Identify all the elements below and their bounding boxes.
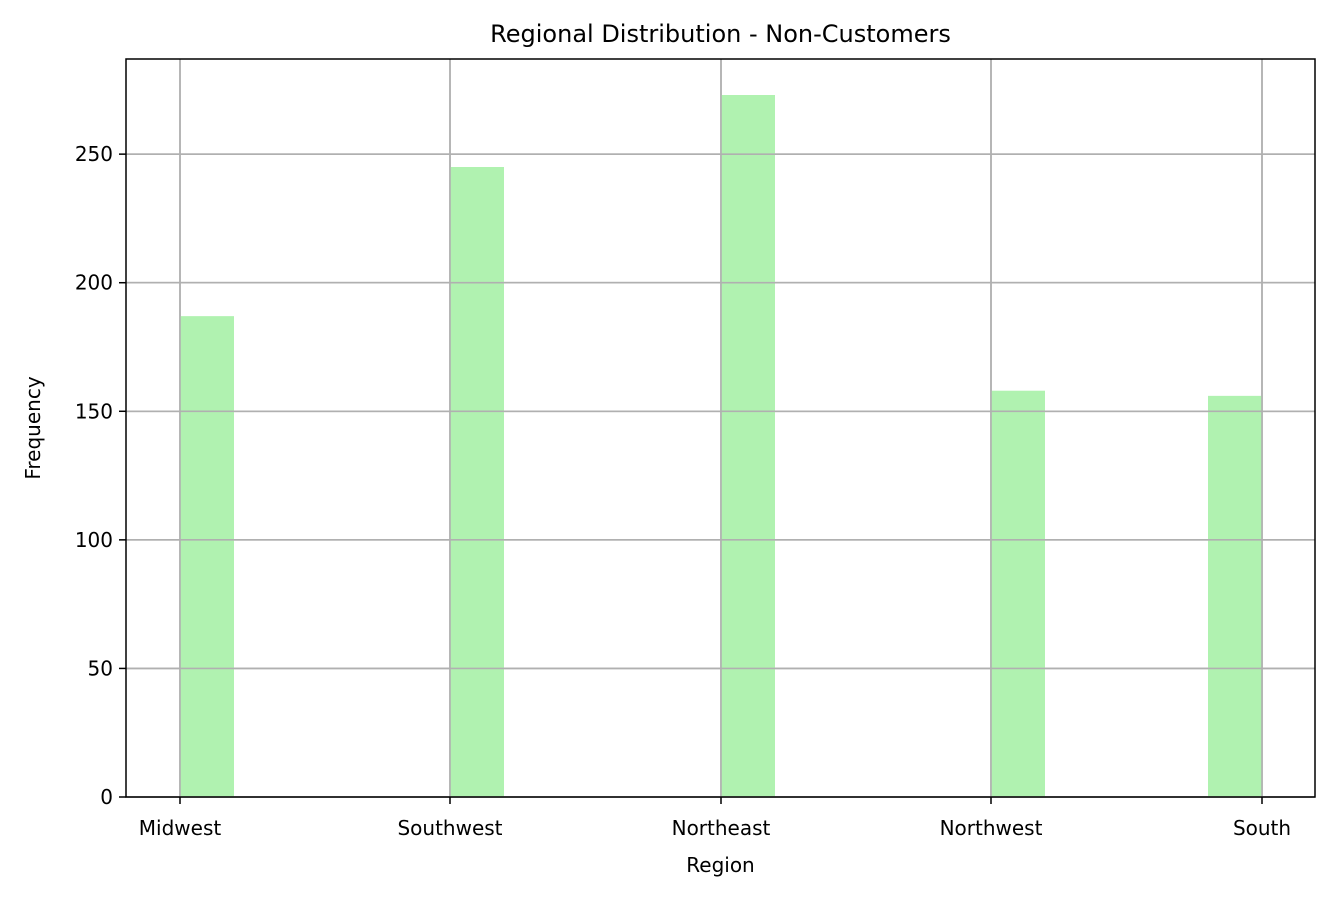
- bar: [721, 95, 775, 797]
- x-tick-label: Midwest: [139, 816, 222, 840]
- y-tick-label: 0: [100, 785, 113, 809]
- x-tick-label: Southwest: [397, 816, 502, 840]
- x-tick-label: South: [1233, 816, 1291, 840]
- chart-title: Regional Distribution - Non-Customers: [490, 20, 951, 48]
- bars: [180, 95, 1262, 797]
- y-tick-label: 250: [75, 142, 113, 166]
- x-tick-label: Northwest: [940, 816, 1043, 840]
- ticks: 0 50 100 150 200 250 Midwest Southwest Northeast…: [75, 142, 1291, 840]
- y-tick-label: 50: [88, 656, 113, 680]
- y-tick-label: 200: [75, 271, 113, 295]
- bar: [450, 167, 504, 797]
- y-axis-label: Frequency: [21, 376, 45, 479]
- bar: [991, 390, 1045, 797]
- bar: [1208, 395, 1262, 797]
- bar: [180, 316, 234, 797]
- y-tick-label: 100: [75, 528, 113, 552]
- x-axis-label: Region: [686, 853, 754, 877]
- x-tick-label: Northeast: [672, 816, 771, 840]
- y-tick-label: 150: [75, 399, 113, 423]
